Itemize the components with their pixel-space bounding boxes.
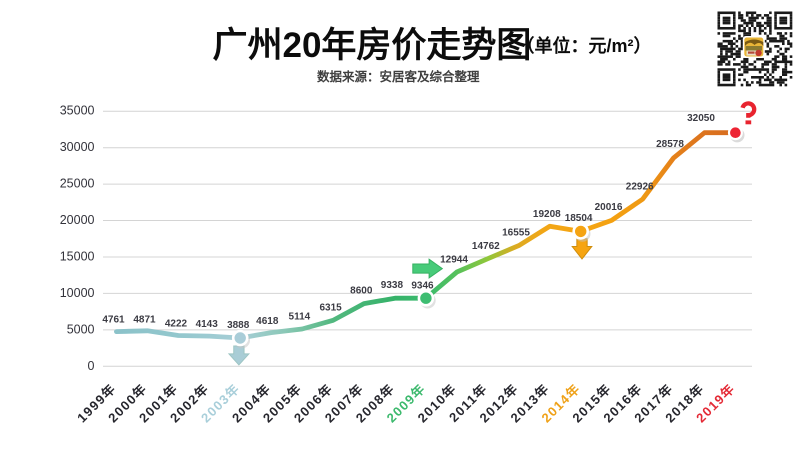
svg-text:22926: 22926 (626, 181, 654, 192)
svg-text:20000: 20000 (60, 213, 95, 227)
svg-text:0: 0 (88, 359, 95, 373)
svg-text:19208: 19208 (533, 209, 561, 220)
svg-text:4761: 4761 (102, 314, 125, 325)
svg-text:28578: 28578 (656, 139, 684, 150)
svg-text:4143: 4143 (196, 319, 219, 330)
svg-text:3888: 3888 (227, 320, 250, 331)
svg-text:35000: 35000 (60, 104, 95, 118)
svg-text:18504: 18504 (565, 213, 593, 224)
svg-text:8600: 8600 (350, 286, 373, 297)
svg-text:4618: 4618 (256, 316, 279, 327)
svg-text:9338: 9338 (381, 280, 404, 291)
svg-text:30000: 30000 (60, 140, 95, 154)
svg-text:16555: 16555 (502, 227, 530, 238)
svg-text:5000: 5000 (67, 322, 95, 336)
svg-text:32050: 32050 (687, 113, 715, 124)
svg-text:12944: 12944 (440, 255, 468, 266)
svg-text:4871: 4871 (133, 314, 156, 325)
svg-text:15000: 15000 (60, 250, 95, 264)
svg-text:14762: 14762 (472, 241, 500, 252)
svg-text:20016: 20016 (595, 202, 623, 213)
svg-text:25000: 25000 (60, 177, 95, 191)
svg-text:5114: 5114 (289, 311, 311, 322)
svg-text:9346: 9346 (411, 281, 434, 292)
svg-text:4222: 4222 (165, 319, 188, 330)
svg-text:10000: 10000 (60, 286, 95, 300)
svg-text:6315: 6315 (319, 302, 342, 313)
